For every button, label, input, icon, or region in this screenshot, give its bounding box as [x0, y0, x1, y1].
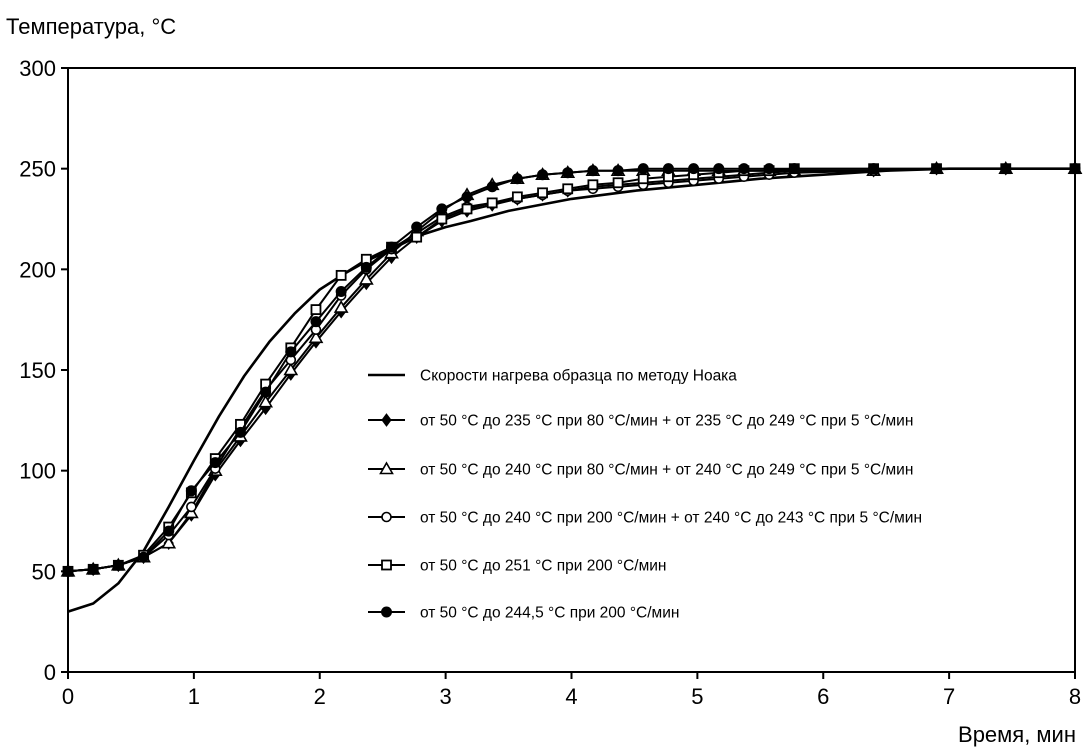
series-point — [637, 163, 649, 175]
series-point — [562, 183, 574, 195]
series-point — [308, 330, 324, 344]
series-line — [67, 167, 1075, 613]
series-point — [310, 316, 322, 328]
legend-label: от 50 °C до 244,5 °C при 200 °C/мин — [420, 605, 679, 622]
legend-label: от 50 °C до 251 °C при 200 °C/мин — [420, 558, 667, 575]
series-point — [486, 197, 498, 209]
series-point — [511, 173, 523, 185]
y-tick-label: 250 — [19, 157, 56, 182]
series-point — [138, 551, 150, 563]
x-tick-label: 6 — [817, 684, 829, 709]
legend-entry: от 50 °C до 251 °C при 200 °C/мин — [368, 558, 667, 575]
series-line — [67, 167, 1075, 573]
x-tick-label: 2 — [314, 684, 326, 709]
series-point — [587, 165, 599, 177]
series-point — [411, 231, 423, 243]
series-point — [436, 203, 448, 215]
series-point — [360, 261, 372, 273]
x-tick-label: 8 — [1069, 684, 1081, 709]
legend-marker — [381, 413, 392, 427]
series-point — [612, 165, 624, 177]
series-point — [234, 426, 246, 438]
series-point — [163, 525, 175, 537]
y-tick-label: 50 — [32, 559, 56, 584]
series-point — [335, 285, 347, 297]
legend-entry: от 50 °C до 240 °C при 200 °C/мин + от 2… — [368, 510, 922, 527]
series-point — [688, 163, 700, 175]
series-point — [738, 163, 750, 175]
ticks-layer: 0 1 2 3 4 5 6 7 8 0 50 100 150 200 250 300 — [19, 56, 1081, 709]
legend-marker — [381, 559, 392, 571]
series-point — [1000, 163, 1012, 175]
series-1 — [67, 167, 1075, 613]
series-point — [260, 386, 272, 398]
legend: Скорости нагрева образца по методу Ноака… — [368, 368, 922, 622]
series-point — [587, 179, 599, 191]
y-tick-label: 150 — [19, 358, 56, 383]
series-point — [763, 163, 775, 175]
y-axis-label: Температура, °C — [6, 14, 177, 39]
series-point — [637, 173, 649, 185]
series-point — [161, 535, 177, 549]
series-point — [285, 346, 297, 358]
series-point — [713, 163, 725, 175]
series-layer — [60, 161, 1083, 613]
series-point — [931, 163, 943, 175]
series-point — [87, 563, 99, 575]
series-point — [612, 177, 624, 189]
legend-label: от 50 °C до 235 °C при 80 °C/мин + от 23… — [420, 413, 913, 430]
series-point — [333, 299, 349, 313]
legend-label: Скорости нагрева образца по методу Ноака — [420, 368, 737, 385]
x-axis-label: Время, мин — [958, 722, 1076, 747]
series-point — [511, 191, 523, 203]
legend-label: от 50 °C до 240 °C при 80 °C/мин + от 24… — [420, 462, 913, 479]
y-tick-label: 100 — [19, 459, 56, 484]
y-tick-label: 200 — [19, 257, 56, 282]
series-point — [461, 203, 473, 215]
legend-marker — [381, 511, 392, 523]
y-tick-label: 300 — [19, 56, 56, 81]
legend-entry: от 50 °C до 235 °C при 80 °C/мин + от 23… — [368, 413, 913, 430]
series-point — [537, 169, 549, 181]
series-point — [868, 163, 880, 175]
series-point — [662, 163, 674, 175]
series-point — [258, 394, 274, 408]
series-point — [358, 271, 374, 285]
series-point — [537, 187, 548, 199]
series-point — [112, 559, 124, 571]
series-point — [411, 221, 423, 233]
x-tick-label: 1 — [188, 684, 200, 709]
series-point — [209, 457, 221, 469]
x-tick-label: 4 — [565, 684, 577, 709]
legend-entry: от 50 °C до 244,5 °C при 200 °C/мин — [368, 605, 679, 622]
x-tick-label: 3 — [440, 684, 452, 709]
legend-marker — [381, 606, 392, 618]
series-point — [385, 241, 397, 253]
x-tick-label: 5 — [691, 684, 703, 709]
x-tick-label: 7 — [943, 684, 955, 709]
series-point — [486, 181, 498, 193]
legend-marker — [379, 461, 394, 475]
series-point — [461, 191, 473, 203]
series-point — [185, 485, 197, 497]
legend-entry: Скорости нагрева образца по методу Ноака — [368, 368, 737, 385]
x-tick-label: 0 — [62, 684, 74, 709]
series-point — [436, 213, 448, 225]
series-line — [67, 167, 1075, 573]
series-point — [283, 362, 299, 376]
series-6 — [62, 163, 1081, 577]
legend-label: от 50 °C до 240 °C при 200 °C/мин + от 2… — [420, 510, 922, 527]
series-point — [788, 163, 800, 175]
y-tick-label: 0 — [44, 660, 56, 685]
legend-entry: от 50 °C до 240 °C при 80 °C/мин + от 24… — [368, 461, 913, 479]
series-point — [562, 167, 574, 179]
series-point — [186, 501, 197, 513]
series-point — [335, 269, 347, 281]
series-point — [310, 304, 322, 316]
